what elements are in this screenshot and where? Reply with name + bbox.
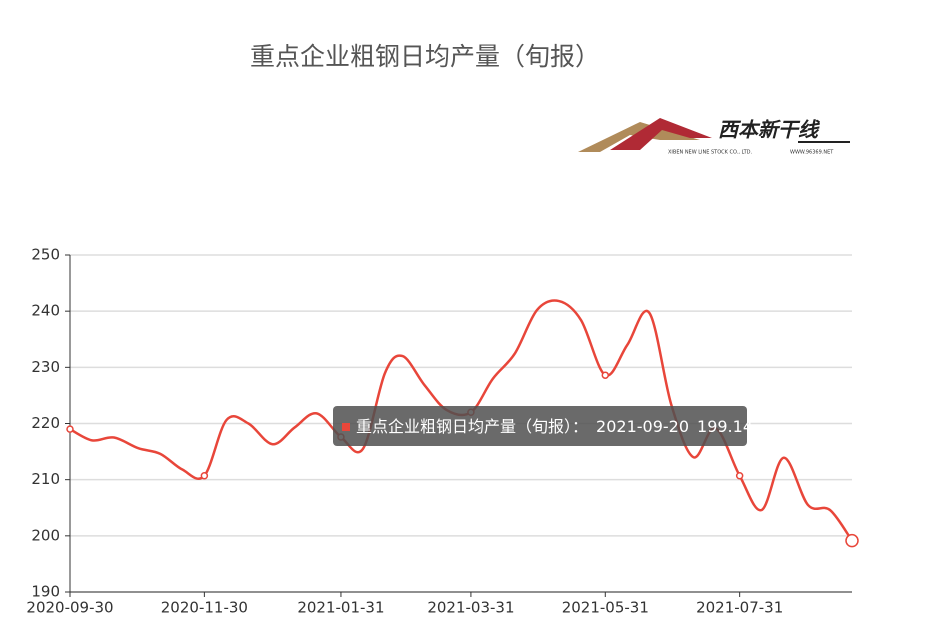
logo: 西本新干线 XIBEN NEW LINE STOCK CO., LTD. WWW… <box>578 118 850 156</box>
tooltip-box <box>333 406 747 446</box>
x-tick-label: 2021-07-31 <box>696 599 783 617</box>
point <box>66 425 74 433</box>
tooltip-part: ： <box>572 417 588 436</box>
x-tick-label: 2021-01-31 <box>297 599 384 617</box>
y-tick-label: 210 <box>31 470 60 488</box>
logo-name: 西本新干线 <box>718 118 821 142</box>
logo-shape <box>578 122 700 152</box>
x-tick-label: 2020-11-30 <box>161 599 248 617</box>
chart-title: 重点企业粗钢日均产量（旬报） <box>250 42 600 71</box>
y-tick-label: 220 <box>31 414 60 432</box>
y-tick-label: 190 <box>31 583 60 601</box>
y-tick-label: 240 <box>31 302 60 320</box>
tooltip-swatch <box>342 423 350 431</box>
point <box>845 533 859 548</box>
tooltip-text: 重点企业粗钢日均产量（旬报）： 2021-09-20 199.14 <box>356 417 753 436</box>
tooltip: 重点企业粗钢日均产量（旬报）： 2021-09-20 199.14 <box>333 406 753 446</box>
point <box>601 371 610 379</box>
logo-site: WWW.96369.NET <box>790 150 834 156</box>
point <box>200 471 209 480</box>
x-tick-label: 2021-05-31 <box>562 599 649 617</box>
tooltip-part: 2021-09-20 <box>596 417 689 436</box>
y-tick-label: 230 <box>31 358 60 376</box>
logo-subtitle: XIBEN NEW LINE STOCK CO., LTD. <box>668 150 753 156</box>
y-tick-label: 200 <box>31 526 60 544</box>
point <box>735 471 744 480</box>
logo-shape <box>610 118 712 150</box>
x-tick-label: 2020-09-30 <box>26 599 113 617</box>
tooltip-part: 重点企业粗钢日均产量（旬报） <box>356 417 572 436</box>
y-tick-label: 250 <box>31 246 60 264</box>
x-tick-label: 2021-03-31 <box>427 599 514 617</box>
tooltip-part: 199.14 <box>697 417 753 436</box>
